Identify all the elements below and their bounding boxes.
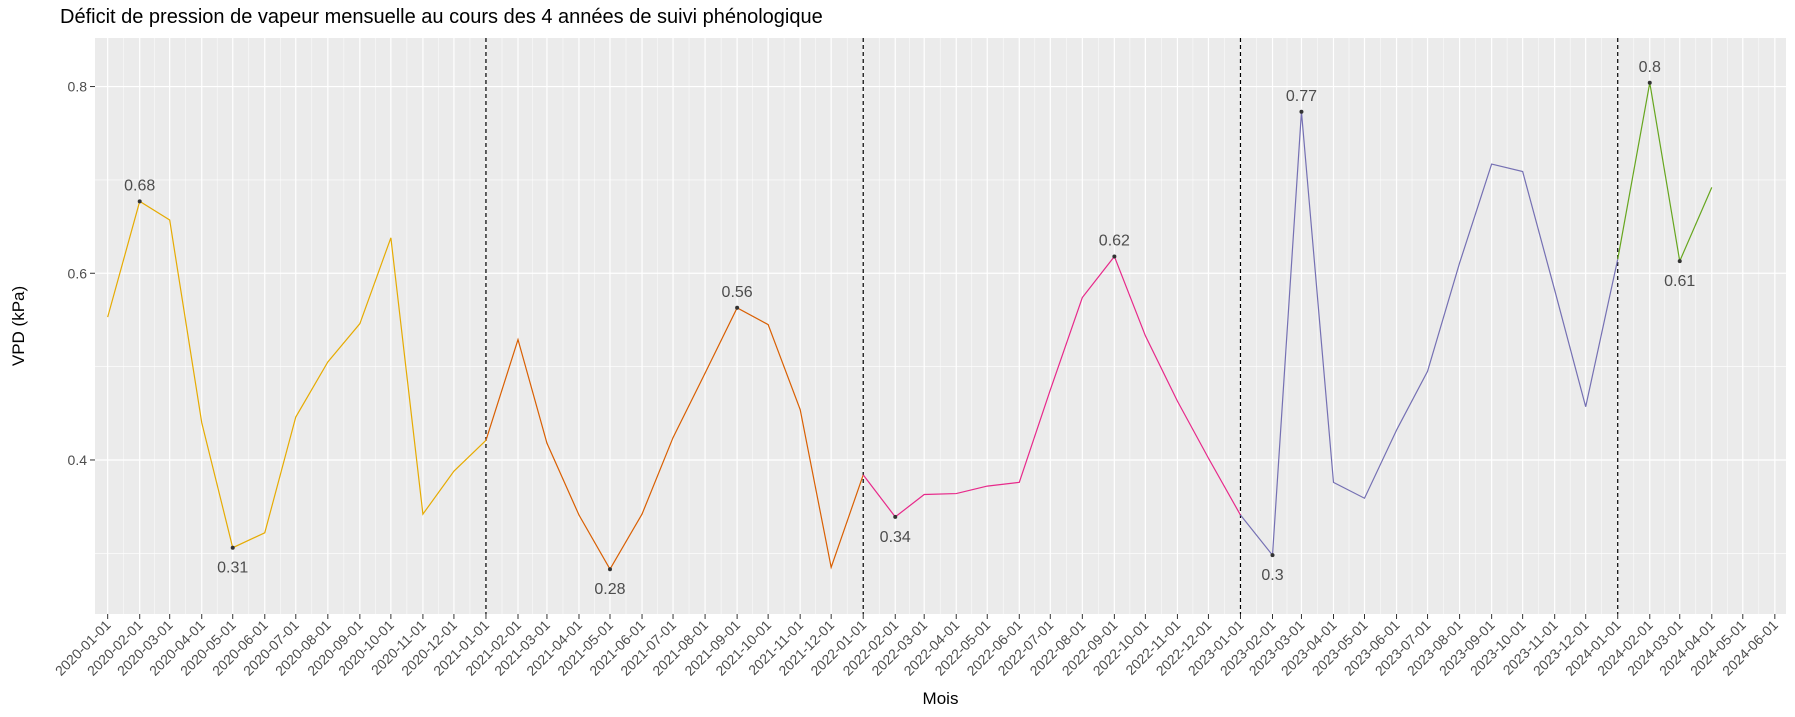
annotated-point [607,567,612,572]
annotated-point [1270,553,1275,558]
annotated-point [1647,80,1652,85]
annotated-point [893,514,898,519]
series-line-5 [1617,82,1713,264]
data-label: 0.8 [1639,59,1661,76]
x-axis-title: Mois [923,689,959,708]
data-label: 0.3 [1261,567,1283,584]
series-line-3 [862,255,1241,518]
major-gridlines-y [95,85,1786,461]
series-line-2 [485,306,864,571]
annotated-points [137,80,1682,572]
data-label: 0.61 [1664,273,1695,290]
y-axis: 0.4 0.6 0.8 [68,79,95,468]
series-line-1 [107,200,487,549]
minor-gridlines-x [123,38,1760,614]
y-tick-label: 0.6 [68,265,88,281]
annotated-point [230,545,235,550]
annotated-point [1677,259,1682,264]
year-separators [485,38,1619,614]
data-label: 0.28 [594,581,625,598]
data-label: 0.77 [1286,88,1317,105]
annotated-point [735,305,740,310]
annotated-point [1299,109,1304,114]
data-label: 0.34 [880,529,911,546]
data-labels: 0.68 0.31 0.28 0.56 0.34 0.62 0.3 0.77 0.8 0.61 [124,59,1695,598]
data-label: 0.56 [722,284,753,301]
minor-gridlines-y [95,179,1786,554]
data-label: 0.68 [124,177,155,194]
chart-title: Déficit de pression de vapeur mensuelle … [60,6,823,28]
data-label: 0.31 [217,560,248,577]
data-label: 0.62 [1099,232,1130,249]
y-tick-label: 0.4 [68,452,88,468]
annotated-point [137,199,142,204]
annotated-point [1112,254,1117,259]
y-axis-title: VPD (kPa) [9,286,28,366]
y-tick-label: 0.8 [68,79,88,95]
x-axis: 2020-01-012020-02-012020-03-012020-04-01… [52,614,1781,679]
